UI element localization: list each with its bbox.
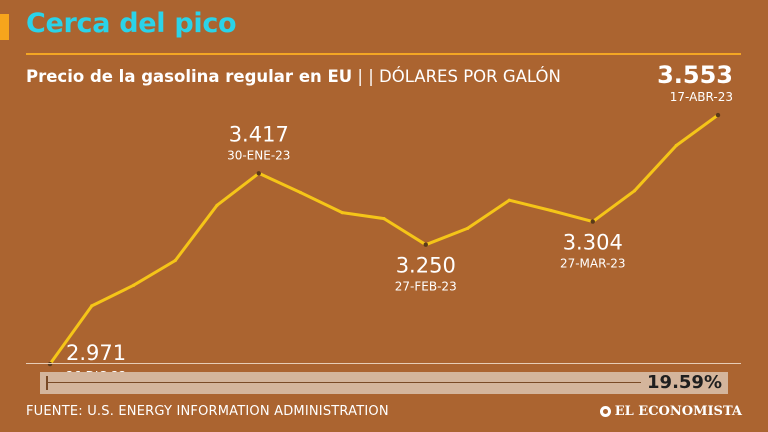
data-point [549,208,553,213]
data-point [215,203,219,207]
title-accent-bar [0,14,9,40]
data-label-date: 27-FEB-23 [395,280,457,294]
data-label-value: 3.250 [396,254,456,278]
data-label-value: 3.304 [563,231,623,255]
data-label-date: 17-ABR-23 [670,90,733,104]
data-point [173,258,177,263]
page-title: Cerca del pico [26,8,237,39]
brand-name: EL ECONOMISTA [614,404,742,419]
change-bar-cap-left [46,376,48,390]
data-point [298,190,303,195]
data-point [340,211,344,215]
annotated-point [590,219,595,224]
data-point [674,143,678,148]
chart-subtitle: Precio de la gasolina regular en EU | | … [26,67,561,86]
data-label-value: 3.553 [657,61,733,89]
data-label-date: 30-ENE-23 [227,148,290,162]
change-value: 19.59% [641,372,722,393]
data-point [465,226,470,231]
title-rule [26,53,741,55]
annotated-point [715,112,721,118]
annotated-point [423,242,428,247]
data-label-value: 3.417 [229,122,289,146]
annotated-point [256,171,261,176]
data-label-value: 2.971 [66,341,126,365]
data-point [382,217,386,221]
subtitle-main: Precio de la gasolina regular en EU [26,67,353,86]
x-axis-line [26,363,741,364]
subtitle-units: | | DÓLARES POR GALÓN [357,67,561,86]
data-point [90,304,94,308]
source-note: FUENTE: U.S. ENERGY INFORMATION ADMINIST… [26,404,389,419]
data-label-date: 27-MAR-23 [560,257,626,271]
brand-logo: EL ECONOMISTA [599,404,742,419]
change-bar-line [46,382,722,383]
brand-icon [599,406,611,417]
change-bar: 19.59% [40,372,728,394]
annotated-point [47,361,53,367]
data-point [507,198,511,202]
data-point [632,189,637,193]
data-point [131,283,136,287]
